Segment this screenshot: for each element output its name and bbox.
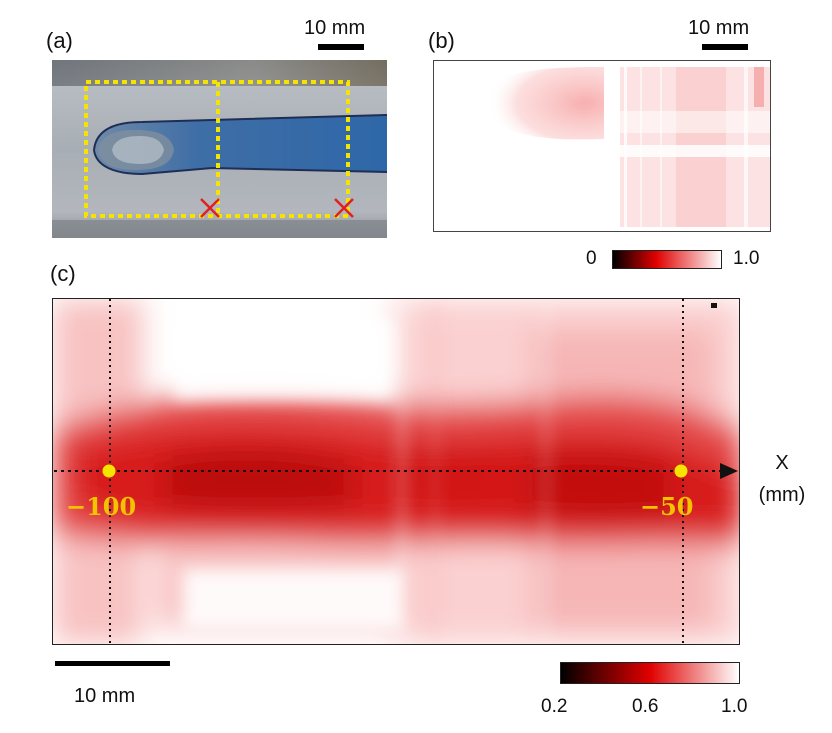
point-label-minus100: −100	[66, 492, 137, 521]
panel-c-scalebar-text: 10 mm	[74, 685, 136, 707]
specimen-photo-svg	[52, 60, 387, 238]
panel-c-label: (c)	[50, 261, 76, 286]
colorbar-c-min: 0.2	[541, 696, 568, 717]
x-axis-unit: (mm)	[758, 484, 806, 506]
colorbar-b-min: 0	[586, 248, 597, 269]
cross-marker-2	[334, 198, 354, 218]
panel-a-scalebar	[318, 44, 364, 50]
panel-b-map	[433, 60, 771, 232]
point-marker-minus100	[102, 464, 116, 478]
panel-c-scalebar	[55, 661, 170, 666]
colorbar-c-max: 1.0	[721, 696, 748, 717]
x-axis-arrowhead	[720, 463, 738, 479]
cross-marker-1	[200, 198, 220, 218]
point-marker-minus50	[674, 464, 688, 478]
panel-b-label: (b)	[428, 28, 455, 53]
colorbar-b-max: 1.0	[733, 248, 760, 269]
panel-b-scalebar-text: 10 mm	[688, 17, 750, 39]
colorbar-b	[612, 250, 722, 269]
specimen-photo	[52, 60, 387, 238]
colorbar-c-mid: 0.6	[632, 696, 659, 717]
colorbar-c	[560, 662, 740, 684]
panel-a-scalebar-text: 10 mm	[304, 17, 366, 39]
point-label-minus50: −50	[640, 492, 694, 521]
panel-b-scalebar	[702, 44, 748, 50]
x-axis-name: X	[775, 452, 789, 474]
panel-a-label: (a)	[46, 28, 73, 53]
